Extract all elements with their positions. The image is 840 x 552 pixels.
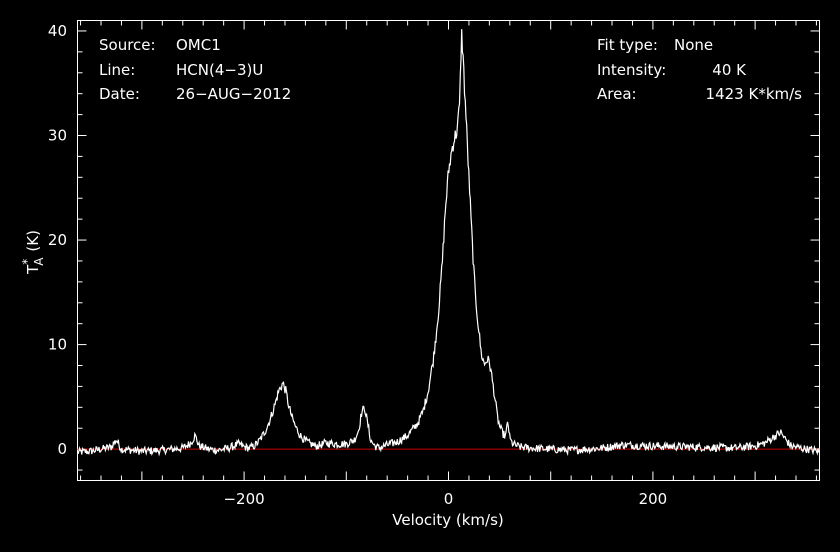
y-tick-label: 0 [57, 440, 67, 458]
x-tick-label: −200 [223, 490, 264, 508]
spectrum-line [76, 29, 820, 457]
intensity-value: 40 K [712, 61, 747, 79]
x-tick-marks [80, 20, 817, 481]
info-left-block: Source: OMC1 Line: HCN(4−3)U Date: 26−AU… [99, 36, 291, 103]
source-value: OMC1 [176, 36, 221, 54]
y-axis-label-main: T [24, 264, 42, 275]
line-value: HCN(4−3)U [176, 61, 263, 79]
intensity-label: Intensity: [597, 61, 666, 79]
area-value: 1423 K*km/s [706, 85, 803, 103]
x-tick-label: 200 [639, 490, 668, 508]
y-tick-label: 10 [48, 336, 67, 354]
source-label: Source: [99, 36, 156, 54]
x-axis-label: Velocity (km/s) [392, 511, 503, 529]
line-label: Line: [99, 61, 135, 79]
fit-type-value: None [674, 36, 713, 54]
y-axis-label-unit: (K) [24, 230, 42, 252]
date-label: Date: [99, 85, 140, 103]
y-axis-label: T*A (K) [20, 230, 46, 275]
area-label: Area: [597, 85, 637, 103]
y-tick-labels: 0 10 20 30 40 [48, 22, 67, 458]
y-axis-label-sup: * [20, 259, 34, 265]
y-tick-marks [77, 30, 820, 471]
x-tick-labels: −200 0 200 [223, 490, 667, 508]
x-tick-label: 0 [444, 490, 454, 508]
y-tick-label: 40 [48, 22, 67, 40]
y-tick-label: 20 [48, 231, 67, 249]
date-value: 26−AUG−2012 [176, 85, 291, 103]
info-right-block: Fit type: None Intensity: 40 K Area: 142… [597, 36, 802, 103]
y-tick-label: 30 [48, 127, 67, 145]
fit-type-label: Fit type: [597, 36, 658, 54]
y-axis-label-sub: A [32, 257, 46, 266]
